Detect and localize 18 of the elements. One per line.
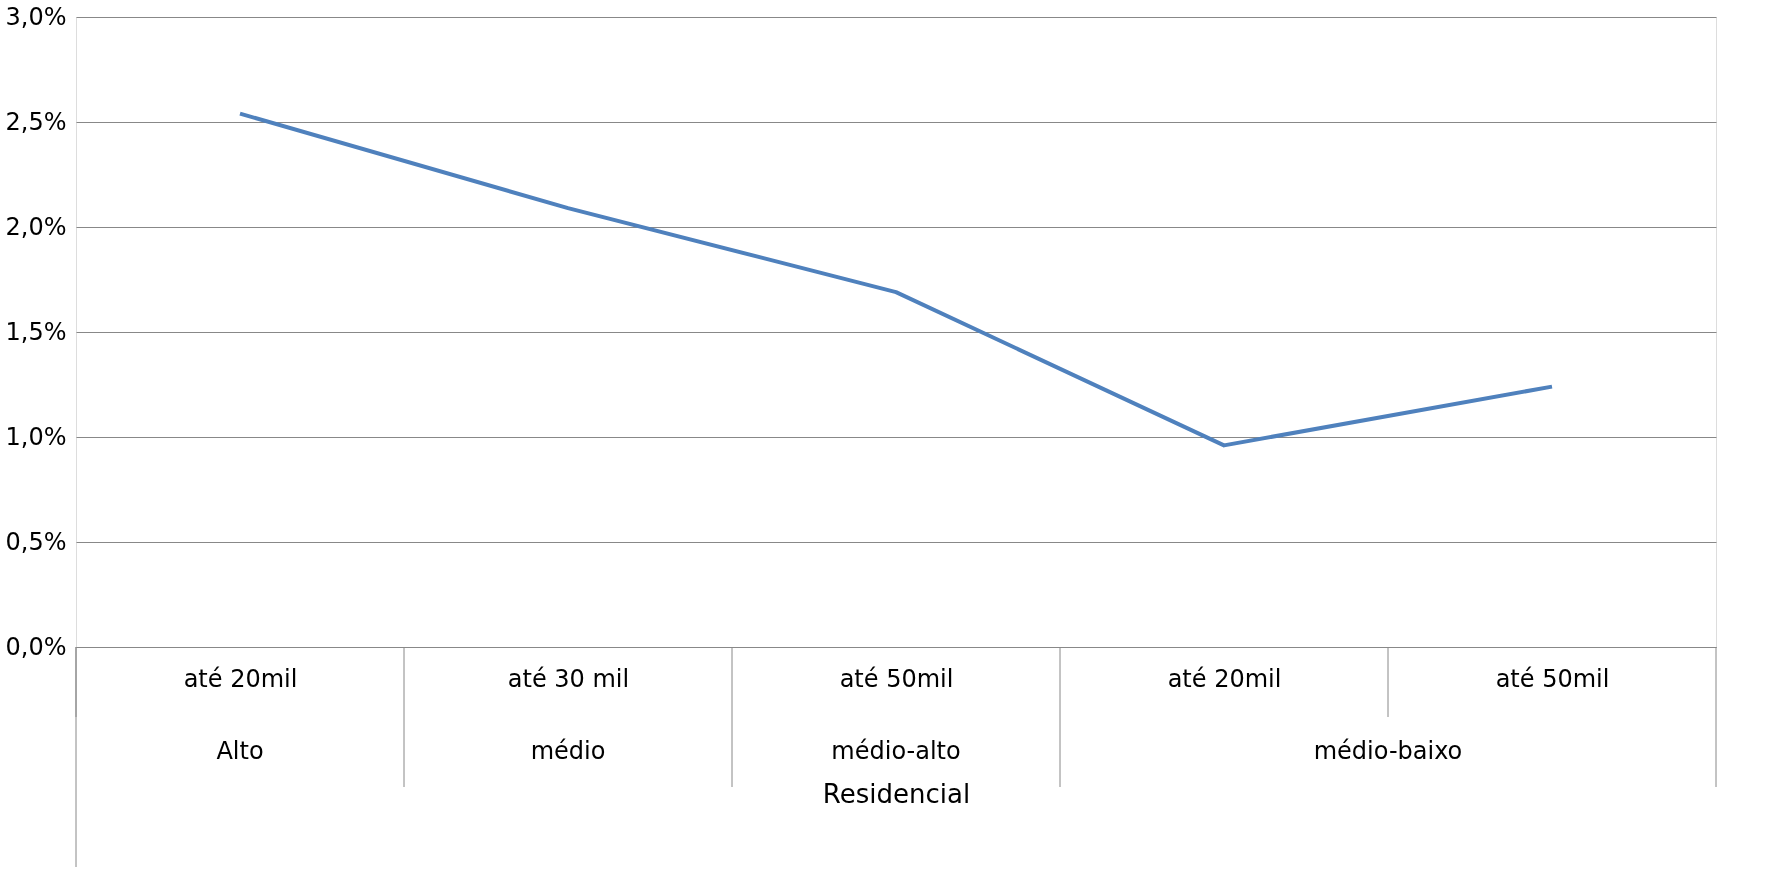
y-tick-label: 0,0% [5,632,67,661]
x-tick-label: até 20mil [1167,664,1282,693]
text: Alto [216,737,264,765]
x-tick-label: até 50mil [839,664,954,693]
text: médio-baixo [1313,737,1463,765]
text: médio [530,737,606,765]
y-tick-label: 2,5% [5,107,67,136]
text: médio-alto [831,737,961,765]
x-tick-label: até 50mil [1495,664,1610,693]
line-series [238,111,1554,448]
y-tick-label: 1,0% [5,422,67,451]
y-tick-label: 0,5% [5,527,67,556]
y-tick-label: 3,0% [5,2,67,31]
y-tick-label: 1,5% [5,317,67,346]
x-tick-label: até 20mil [183,664,298,693]
y-tick-label: 2,0% [5,212,67,241]
x-tick-label: até 30 mil [507,664,630,693]
x-axis-title: Residencial [822,778,971,809]
